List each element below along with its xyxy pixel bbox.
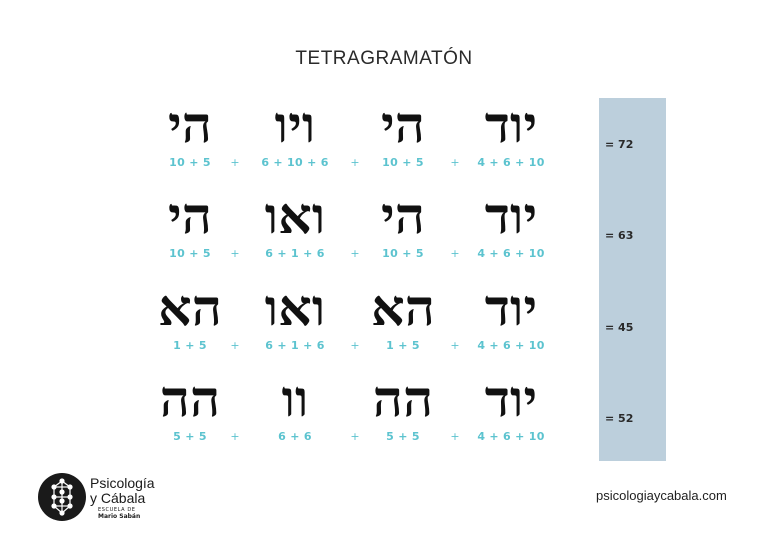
hebrew-word: וו <box>281 369 309 428</box>
letter-values: 6 + 10 + 6 <box>261 156 329 169</box>
letter-values: 6 + 6 <box>278 430 312 443</box>
school-logo: Psicología y Cábala ESCUELA DE Mario Sab… <box>38 473 178 529</box>
hebrew-word: הא <box>371 278 435 337</box>
cell-1: הי 10 + 5 <box>135 95 245 170</box>
letter-values: 10 + 5 <box>382 247 424 260</box>
hebrew-word: יוד <box>484 278 538 337</box>
sum-panel <box>599 98 666 461</box>
cell-2: ואו 6 + 1 + 6 <box>240 278 350 353</box>
plus-sign: + <box>230 339 240 352</box>
plus-sign: + <box>350 156 360 169</box>
plus-sign: + <box>450 339 460 352</box>
letter-values: 5 + 5 <box>386 430 420 443</box>
cell-2: ויו 6 + 10 + 6 <box>240 95 350 170</box>
plus-sign: + <box>350 339 360 352</box>
plus-sign: + <box>230 156 240 169</box>
plus-sign: + <box>230 247 240 260</box>
hebrew-word: יוד <box>484 186 538 245</box>
logo-line-2: y Cábala <box>90 490 146 506</box>
letter-values: 4 + 6 + 10 <box>477 339 545 352</box>
letter-values: 4 + 6 + 10 <box>477 156 545 169</box>
hebrew-word: הה <box>159 369 221 428</box>
cell-1: הה 5 + 5 <box>135 369 245 444</box>
logo-line-1: Psicología <box>90 475 155 491</box>
hebrew-word: ואו <box>264 186 326 245</box>
website-url: psicologiaycabala.com <box>596 488 727 503</box>
cell-4: יוד 4 + 6 + 10 <box>456 186 566 261</box>
tree-of-life-icon <box>38 473 86 521</box>
hebrew-word: הי <box>381 186 425 245</box>
cell-3: הא 1 + 5 <box>348 278 458 353</box>
cell-4: יוד 4 + 6 + 10 <box>456 369 566 444</box>
logo-subtitle: ESCUELA DE <box>98 507 136 513</box>
cell-4: יוד 4 + 6 + 10 <box>456 95 566 170</box>
row-sum: = 72 <box>605 138 634 151</box>
letter-values: 1 + 5 <box>386 339 420 352</box>
cell-3: הי 10 + 5 <box>348 95 458 170</box>
row-sum: = 63 <box>605 229 634 242</box>
hebrew-word: הי <box>168 186 212 245</box>
hebrew-word: ויו <box>274 95 316 154</box>
plus-sign: + <box>450 247 460 260</box>
plus-sign: + <box>350 247 360 260</box>
name-row-72: הי 10 + 5 + ויו 6 + 10 + 6 + הי 10 + 5 +… <box>0 100 768 180</box>
letter-values: 10 + 5 <box>169 247 211 260</box>
cell-3: הי 10 + 5 <box>348 186 458 261</box>
cell-1: הי 10 + 5 <box>135 186 245 261</box>
letter-values: 10 + 5 <box>382 156 424 169</box>
hebrew-word: יוד <box>484 369 538 428</box>
row-sum: = 45 <box>605 321 634 334</box>
hebrew-word: הי <box>381 95 425 154</box>
letter-values: 10 + 5 <box>169 156 211 169</box>
logo-author: Mario Sabán <box>98 513 141 520</box>
cell-4: יוד 4 + 6 + 10 <box>456 278 566 353</box>
hebrew-word: ואו <box>264 278 326 337</box>
plus-sign: + <box>450 430 460 443</box>
letter-values: 6 + 1 + 6 <box>265 247 325 260</box>
plus-sign: + <box>230 430 240 443</box>
letter-values: 5 + 5 <box>173 430 207 443</box>
letter-values: 6 + 1 + 6 <box>265 339 325 352</box>
cell-2: ואו 6 + 1 + 6 <box>240 186 350 261</box>
letter-values: 1 + 5 <box>173 339 207 352</box>
letter-values: 4 + 6 + 10 <box>477 247 545 260</box>
name-row-45: הא 1 + 5 + ואו 6 + 1 + 6 + הא 1 + 5 + יו… <box>0 283 768 363</box>
plus-sign: + <box>350 430 360 443</box>
row-sum: = 52 <box>605 412 634 425</box>
plus-sign: + <box>450 156 460 169</box>
cell-3: הה 5 + 5 <box>348 369 458 444</box>
cell-2: וו 6 + 6 <box>240 369 350 444</box>
hebrew-word: יוד <box>484 95 538 154</box>
hebrew-word: הא <box>158 278 222 337</box>
name-row-52: הה 5 + 5 + וו 6 + 6 + הה 5 + 5 + יוד 4 +… <box>0 374 768 454</box>
hebrew-word: הי <box>168 95 212 154</box>
name-row-63: הי 10 + 5 + ואו 6 + 1 + 6 + הי 10 + 5 + … <box>0 191 768 271</box>
cell-1: הא 1 + 5 <box>135 278 245 353</box>
page-title: TETRAGRAMATÓN <box>295 48 473 69</box>
letter-values: 4 + 6 + 10 <box>477 430 545 443</box>
hebrew-word: הה <box>372 369 434 428</box>
